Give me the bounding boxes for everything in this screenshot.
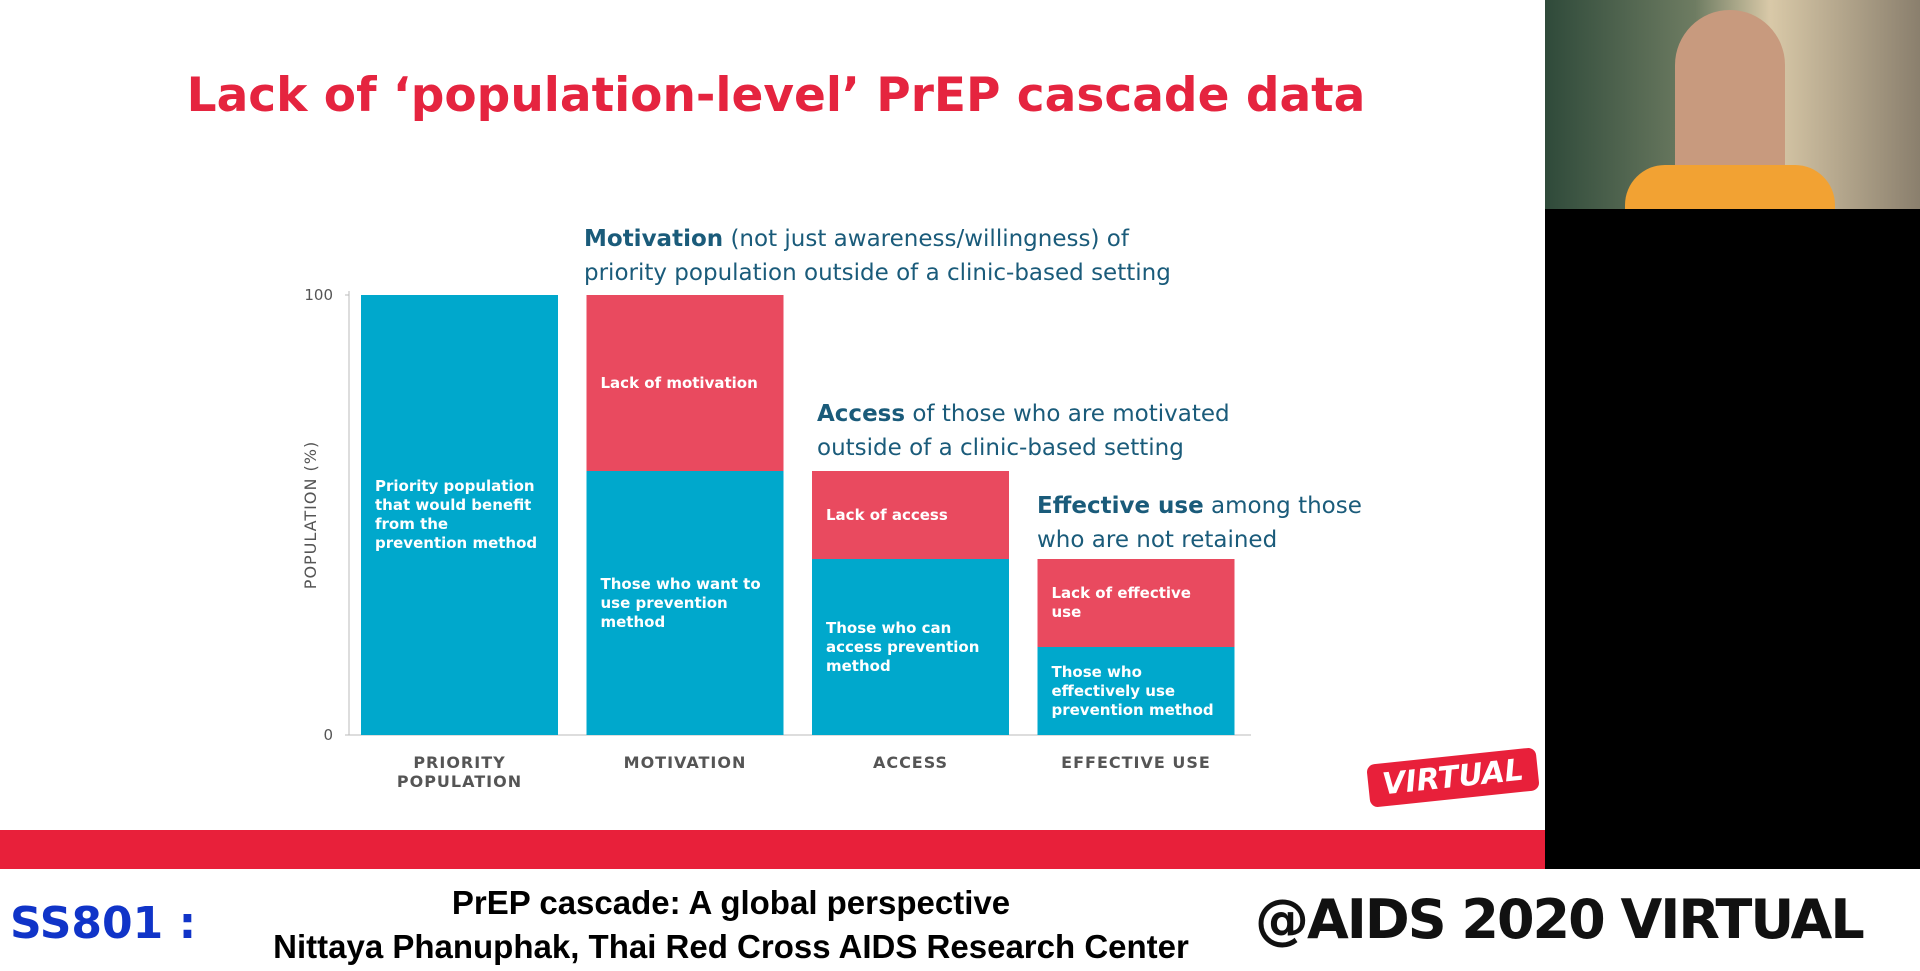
- segment-label-text: Those who want to use prevention method: [600, 574, 761, 631]
- chart: 0 100 POPULATION (%): [301, 286, 1251, 744]
- bar-segment: [812, 559, 1009, 735]
- bar-segment: [1037, 559, 1235, 647]
- bottom-strip: [0, 830, 1545, 869]
- brand: @AIDS 2020 VIRTUAL: [1255, 888, 1865, 951]
- annotation-line: outside of a clinic-based setting: [817, 435, 1184, 461]
- segment-label-text: Lack of motivation: [600, 373, 758, 392]
- annotation-bold: Motivation: [584, 226, 724, 252]
- annotation: Motivation (not just awareness/willingne…: [584, 222, 1171, 290]
- caption-speaker: Nittaya Phanuphak, Thai Red Cross AIDS R…: [273, 928, 1189, 965]
- annotation-bold: Effective use: [1037, 493, 1204, 519]
- webcam: [1545, 0, 1920, 209]
- segment-label: Those who effectively use prevention met…: [1038, 647, 1235, 735]
- bar-segment: [361, 295, 558, 735]
- annotation-line: who are not retained: [1037, 527, 1278, 553]
- annotation-line: (not just awareness/willingness) of: [723, 226, 1129, 252]
- segment-label: Those who want to use prevention method: [587, 471, 784, 735]
- segment-label-text: Lack of effective use: [1051, 584, 1191, 621]
- chart-title: Lack of ‘population-level’ PrEP cascade …: [186, 68, 1366, 123]
- annotation: Access of those who are motivated outside…: [817, 397, 1230, 465]
- y-tick-label: 0: [323, 726, 333, 744]
- annotation-line: among those: [1203, 493, 1362, 519]
- y-axis-label: POPULATION (%): [301, 441, 320, 589]
- segment-label: Lack of motivation: [587, 295, 784, 471]
- x-tick-label: PRIORITY POPULATION: [396, 753, 523, 791]
- annotation-line: of those who are motivated: [905, 401, 1230, 427]
- bar-segment: [586, 471, 784, 735]
- segment-label-text: Lack of access: [826, 505, 948, 524]
- annotation-line: priority population outside of a clinic-…: [584, 260, 1171, 286]
- annotation: Effective use among those who are not ret…: [1037, 489, 1362, 557]
- slide: Lack of ‘population-level’ PrEP cascade …: [0, 68, 1545, 869]
- segment-label: Lack of access: [812, 471, 1009, 559]
- x-tick-label: ACCESS: [872, 753, 949, 772]
- black-area: [1545, 209, 1920, 869]
- segment-label-text: Priority population that would benefit f…: [375, 477, 538, 552]
- segment-label: Lack of effective use: [1038, 559, 1235, 647]
- bar-segment: [1037, 647, 1235, 735]
- x-tick-label: MOTIVATION: [623, 753, 747, 772]
- session: SS801 :: [10, 898, 197, 949]
- segment-label-text: Those who can access prevention method: [826, 618, 980, 675]
- x-tick-label: EFFECTIVE USE: [1061, 753, 1211, 772]
- segment-label: Those who can access prevention method: [812, 559, 1009, 735]
- caption-title: PrEP cascade: A global perspective: [451, 884, 1011, 921]
- segment-label-text: Those who effectively use prevention met…: [1051, 662, 1214, 719]
- bar-segment: [586, 295, 784, 471]
- y-tick-label: 100: [304, 286, 333, 304]
- segment-label: Priority population that would benefit f…: [361, 295, 558, 735]
- annotation-bold: Access: [817, 401, 906, 427]
- shirt: [1625, 165, 1835, 209]
- bar-segment: [812, 471, 1009, 559]
